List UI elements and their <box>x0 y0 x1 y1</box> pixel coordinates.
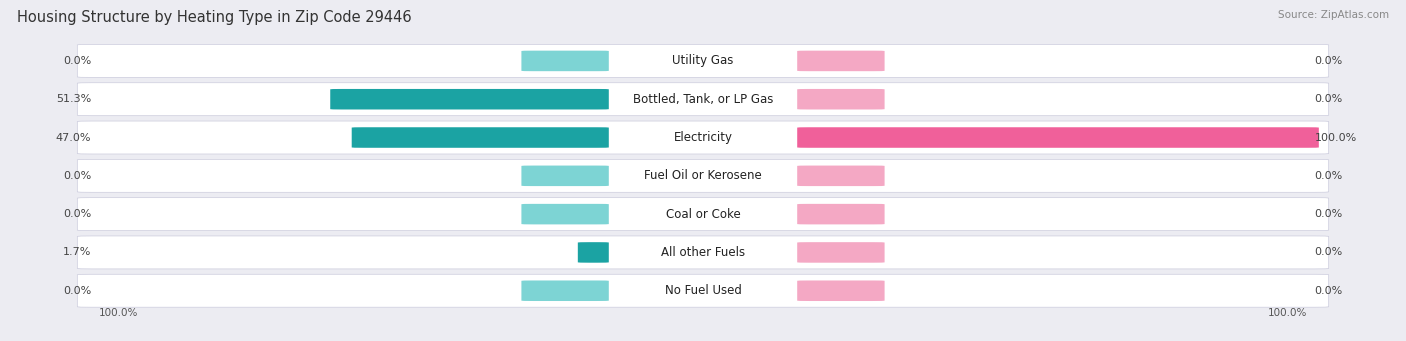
FancyBboxPatch shape <box>77 236 1329 269</box>
FancyBboxPatch shape <box>522 204 609 224</box>
Text: Housing Structure by Heating Type in Zip Code 29446: Housing Structure by Heating Type in Zip… <box>17 10 412 25</box>
FancyBboxPatch shape <box>77 274 1329 307</box>
Text: 51.3%: 51.3% <box>56 94 91 104</box>
Text: 100.0%: 100.0% <box>1268 308 1308 318</box>
FancyBboxPatch shape <box>77 198 1329 231</box>
FancyBboxPatch shape <box>797 51 884 71</box>
FancyBboxPatch shape <box>77 121 1329 154</box>
Text: 0.0%: 0.0% <box>63 171 91 181</box>
FancyBboxPatch shape <box>797 166 884 186</box>
Text: Fuel Oil or Kerosene: Fuel Oil or Kerosene <box>644 169 762 182</box>
Text: 0.0%: 0.0% <box>63 56 91 66</box>
Text: 1.7%: 1.7% <box>63 248 91 257</box>
Text: 0.0%: 0.0% <box>1315 56 1343 66</box>
FancyBboxPatch shape <box>522 280 609 301</box>
Text: 0.0%: 0.0% <box>63 286 91 296</box>
Text: 0.0%: 0.0% <box>1315 94 1343 104</box>
FancyBboxPatch shape <box>77 44 1329 77</box>
FancyBboxPatch shape <box>797 204 884 224</box>
FancyBboxPatch shape <box>77 159 1329 192</box>
Text: 0.0%: 0.0% <box>1315 248 1343 257</box>
Text: Electricity: Electricity <box>673 131 733 144</box>
Text: 0.0%: 0.0% <box>1315 171 1343 181</box>
Text: 47.0%: 47.0% <box>56 133 91 143</box>
Text: No Fuel Used: No Fuel Used <box>665 284 741 297</box>
Text: 100.0%: 100.0% <box>1315 133 1357 143</box>
FancyBboxPatch shape <box>797 280 884 301</box>
FancyBboxPatch shape <box>797 242 884 263</box>
Text: 0.0%: 0.0% <box>1315 286 1343 296</box>
FancyBboxPatch shape <box>77 83 1329 116</box>
Text: 100.0%: 100.0% <box>98 308 138 318</box>
Text: Utility Gas: Utility Gas <box>672 55 734 68</box>
FancyBboxPatch shape <box>352 127 609 148</box>
FancyBboxPatch shape <box>797 89 884 109</box>
Text: Coal or Coke: Coal or Coke <box>665 208 741 221</box>
Text: Source: ZipAtlas.com: Source: ZipAtlas.com <box>1278 10 1389 20</box>
FancyBboxPatch shape <box>330 89 609 109</box>
Text: 0.0%: 0.0% <box>63 209 91 219</box>
FancyBboxPatch shape <box>578 242 609 263</box>
Text: Bottled, Tank, or LP Gas: Bottled, Tank, or LP Gas <box>633 93 773 106</box>
Text: All other Fuels: All other Fuels <box>661 246 745 259</box>
FancyBboxPatch shape <box>522 166 609 186</box>
Text: 0.0%: 0.0% <box>1315 209 1343 219</box>
FancyBboxPatch shape <box>522 51 609 71</box>
FancyBboxPatch shape <box>797 127 1319 148</box>
